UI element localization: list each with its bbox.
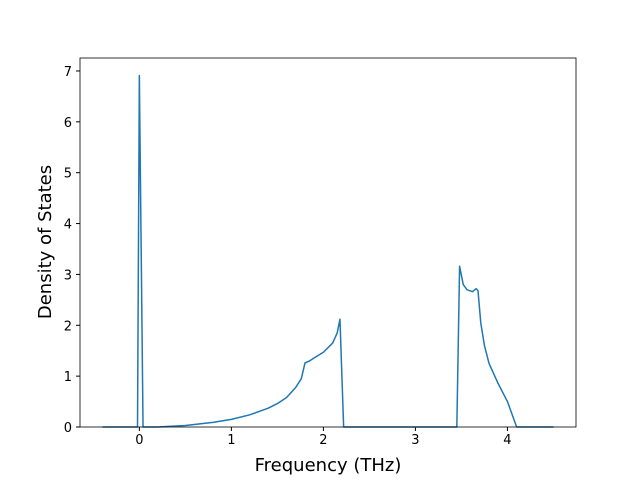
y-tick-label: 4 — [64, 218, 72, 233]
y-tick-label: 6 — [64, 116, 72, 131]
x-tick-label: 1 — [227, 433, 235, 448]
y-tick-label: 3 — [64, 268, 72, 283]
line — [102, 74, 554, 428]
plot-frame — [79, 57, 577, 428]
x-axis-label: Frequency (THz) — [255, 455, 402, 476]
y-tick-label: 7 — [64, 65, 72, 80]
y-tick-label: 1 — [64, 370, 72, 385]
y-tick-label: 5 — [64, 167, 72, 182]
y-tick-label: 0 — [64, 421, 72, 436]
y-tick-label: 2 — [64, 319, 72, 334]
x-tick-label: 3 — [411, 433, 419, 448]
x-tick-label: 2 — [319, 433, 327, 448]
y-axis-label: Density of States — [35, 165, 56, 319]
x-tick-label: 0 — [135, 433, 143, 448]
x-tick-label: 4 — [503, 433, 511, 448]
